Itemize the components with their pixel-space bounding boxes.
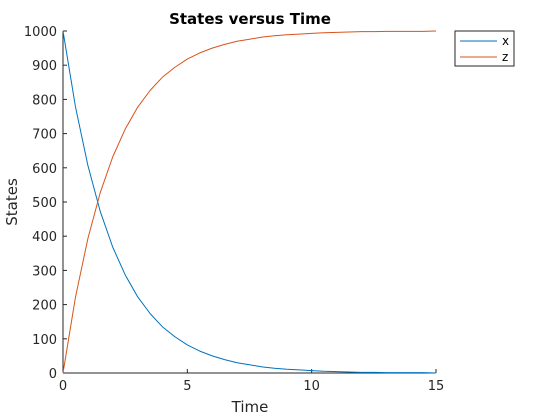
- x-tick-label-2: 10: [303, 379, 320, 394]
- x-axis-label: Time: [231, 398, 269, 416]
- legend-label-z: z: [502, 50, 508, 64]
- y-tick-label-4: 400: [32, 230, 57, 245]
- y-tick-label-10: 1000: [24, 25, 57, 40]
- ticks-layer: 0 5 10 15 0 100 200 300 400 500 600 700 800 900 1000: [24, 25, 444, 394]
- y-tick-label-5: 500: [32, 196, 57, 211]
- series-layer: [62, 30, 437, 374]
- x-tick-label-0: 0: [59, 379, 67, 394]
- legend-label-x: x: [502, 34, 509, 48]
- plot-area: 0 5 10 15 0 100 200 300 400 500 600 700 800 900 1000: [24, 25, 444, 394]
- x-tick-label-3: 15: [428, 379, 445, 394]
- y-tick-label-6: 600: [32, 162, 57, 177]
- y-tick-label-2: 200: [32, 299, 57, 314]
- legend-box: [454, 30, 515, 67]
- y-axis-label: States: [3, 178, 21, 226]
- y-tick-label-7: 700: [32, 128, 57, 143]
- y-tick-label-8: 800: [32, 93, 57, 108]
- x-tick-label-1: 5: [183, 379, 191, 394]
- y-tick-label-3: 300: [32, 264, 57, 279]
- series-line-x: [62, 30, 437, 374]
- chart-title: States versus Time: [169, 10, 331, 28]
- y-tick-label-9: 900: [32, 59, 57, 74]
- legend-items: xz: [460, 34, 509, 64]
- legend: xz: [454, 30, 515, 67]
- series-line-z: [62, 30, 437, 374]
- y-tick-label-0: 0: [49, 367, 57, 382]
- y-tick-label-1: 100: [32, 333, 57, 348]
